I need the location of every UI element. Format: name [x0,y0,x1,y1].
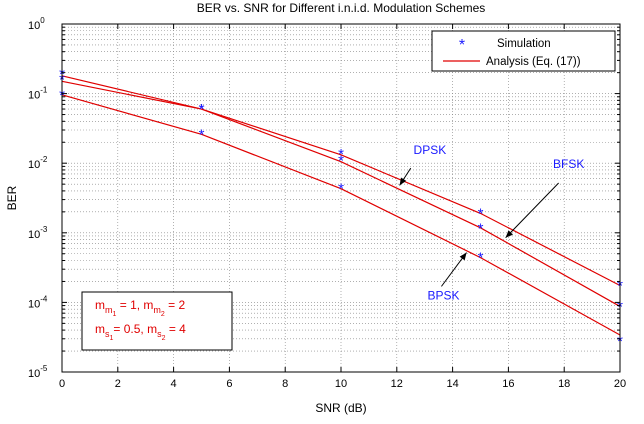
simulation-point-bpsk: * [199,126,205,143]
simulation-point-bpsk: * [338,181,344,198]
simulation-point-dpsk: * [478,221,484,238]
axis-ticks [61,24,621,373]
y-axis-label: BER [5,185,19,210]
legend-box [431,30,616,72]
x-tick-labels: 0 2 4 6 8 10 12 14 16 18 20 [59,378,626,390]
analysis-line-bfsk [61,75,621,287]
x-tick-label: 14 [446,378,458,390]
x-tick-label: 6 [226,378,232,390]
x-tick-label: 2 [115,378,121,390]
y-tick-label: 10-2 [28,155,48,171]
analysis-line-dpsk [61,80,621,307]
legend-analysis-label: Analysis (Eq. (17)) [486,56,581,68]
y-tick-label: 100 [28,16,45,32]
annotations: DPSK BFSK BPSK [399,143,584,303]
simulation-point-dpsk: * [338,152,344,169]
x-tick-label: 12 [391,378,403,390]
y-tick-labels: 10-5 10-4 10-3 10-2 10-1 100 [28,16,48,380]
annotation-arrow-bfsk [505,182,559,239]
annotation-label-dpsk: DPSK [414,143,447,157]
simulation-point-bfsk: * [338,146,344,163]
parameter-box: mm1 = 1, mm2 = 2 ms1= 0.5, ms2 = 4 [81,291,233,351]
annotation-arrowhead-bfsk [505,230,513,238]
x-tick-label: 8 [282,378,288,390]
x-tick-label: 20 [614,378,626,390]
legend-simulation-marker: * [459,37,465,54]
parameter-line-2: ms1= 0.5, ms2 = 4 [95,322,186,342]
grid-lines [62,24,620,372]
x-axis-label: SNR (dB) [315,401,366,415]
x-tick-label: 4 [171,378,177,390]
y-tick-label: 10-3 [28,225,48,241]
parameter-line-1: mm1 = 1, mm2 = 2 [95,298,186,318]
annotation-arrowhead-bpsk [459,252,467,261]
simulation-point-bfsk: * [478,205,484,222]
annotation-label-bfsk: BFSK [553,157,584,171]
annotation-label-bpsk: BPSK [427,289,459,303]
x-tick-label: 10 [335,378,347,390]
y-tick-label: 10-1 [28,86,48,102]
legend: * Simulation Analysis (Eq. (17)) [431,30,616,72]
y-tick-label: 10-5 [28,364,48,380]
parameter-box-frame [81,291,233,351]
analysis-line-bpsk [61,94,621,336]
simulation-point-bpsk: * [478,250,484,267]
annotation-arrowhead-dpsk [399,177,407,186]
x-tick-label: 18 [558,378,570,390]
simulation-point-dpsk: * [199,101,205,118]
legend-simulation-label: Simulation [497,38,551,50]
chart-title: BER vs. SNR for Different i.n.i.d. Modul… [197,1,486,15]
x-tick-label: 16 [502,378,514,390]
x-tick-label: 0 [59,378,65,390]
y-tick-label: 10-4 [28,294,48,310]
